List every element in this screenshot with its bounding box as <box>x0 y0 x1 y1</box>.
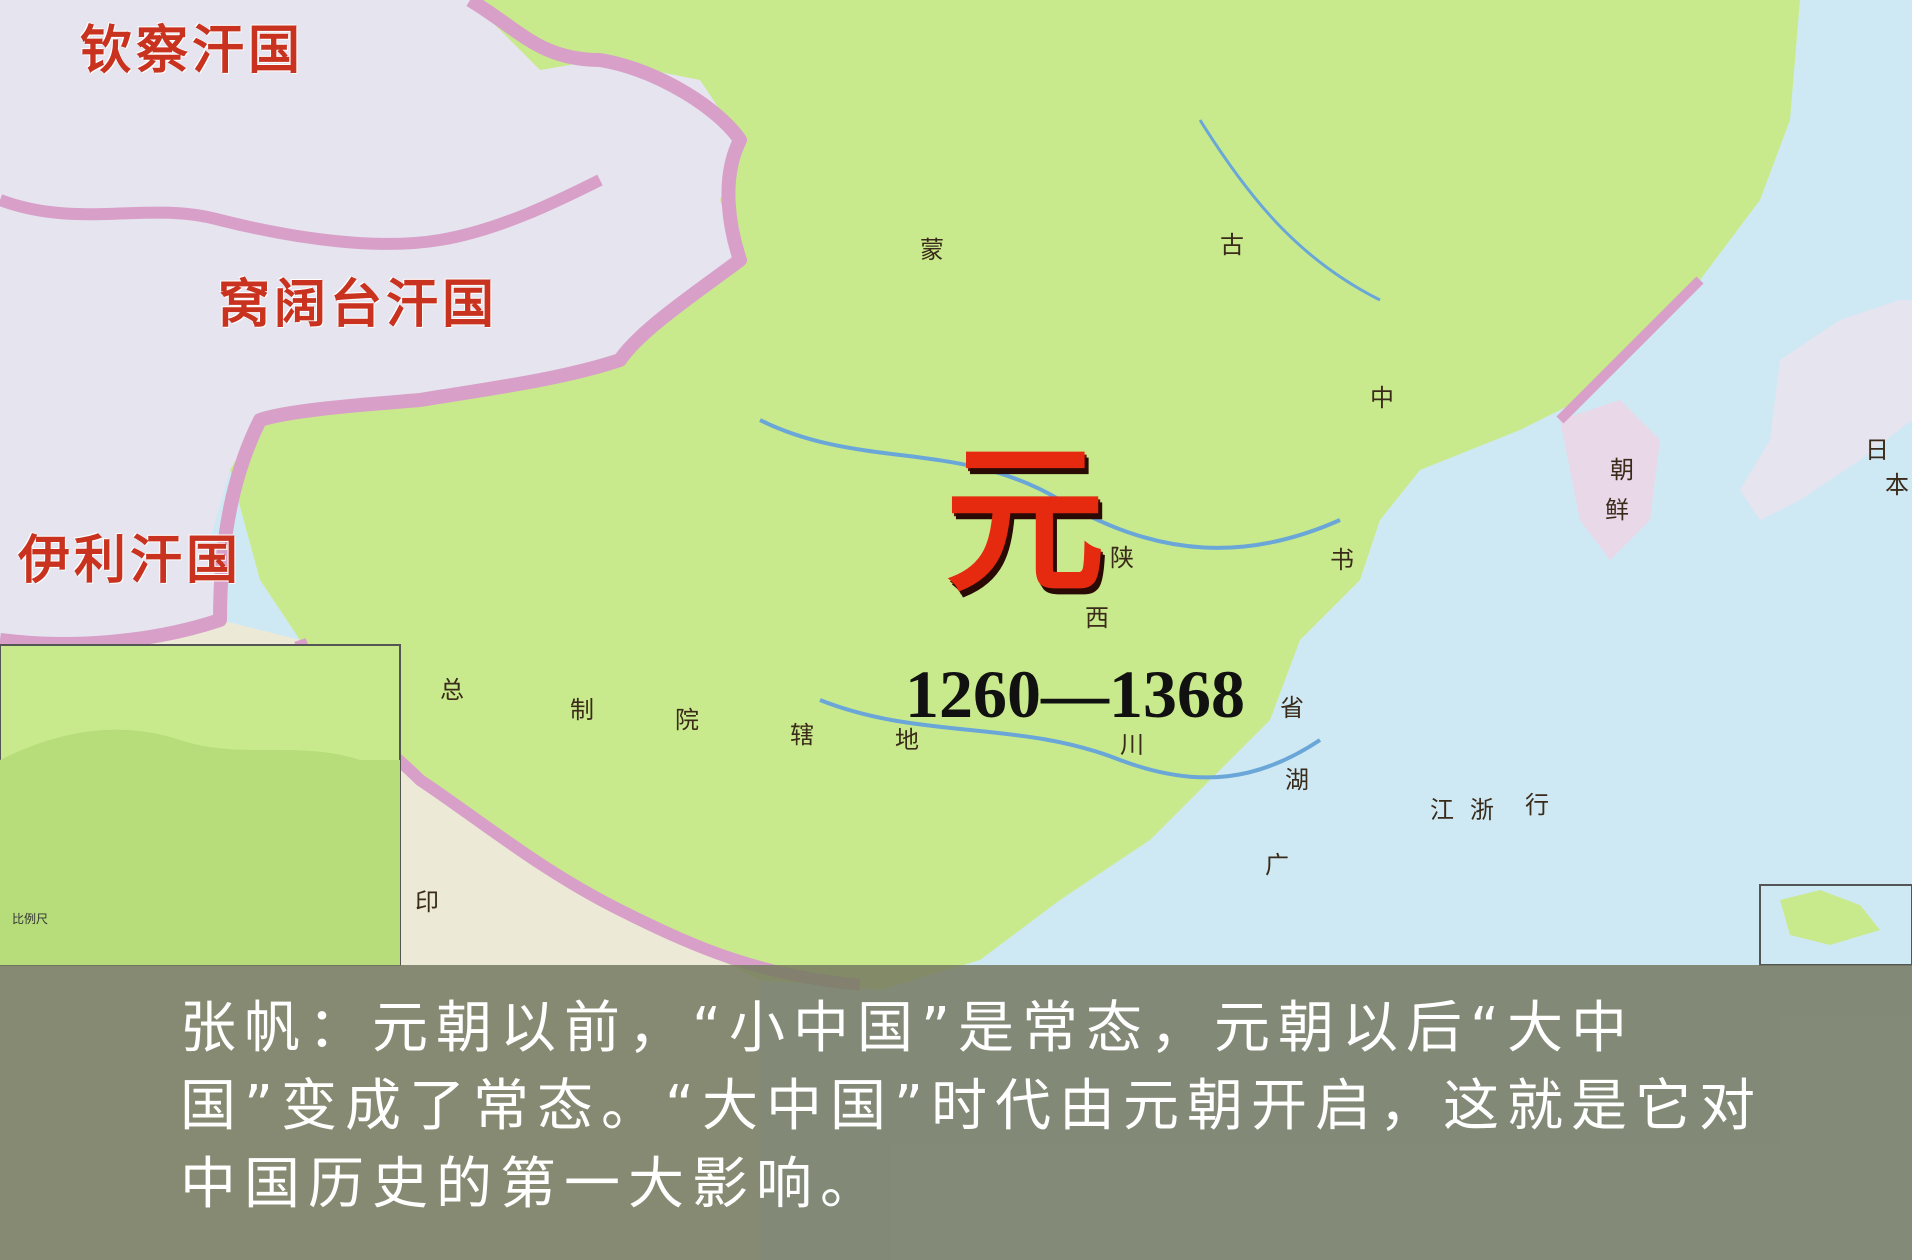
ilkhanate-label: 伊利汗国 <box>18 530 243 591</box>
region-label-di: 地 <box>895 726 919 754</box>
region-label-xian: 鲜 <box>1605 496 1629 524</box>
region-label-chuan: 川 <box>1120 731 1144 759</box>
region-label-shu: 书 <box>1330 546 1354 574</box>
region-label-guang: 广 <box>1265 851 1289 879</box>
region-label-xia: 辖 <box>790 721 814 749</box>
region-label-ben: 本 <box>1885 471 1909 499</box>
region-label-xing: 行 <box>1525 791 1549 819</box>
dynasty-years: 1260—1368 <box>905 656 1245 732</box>
region-label-jiang: 江 <box>1430 796 1454 824</box>
region-label-chao: 朝 <box>1610 456 1634 484</box>
region-label-zhe: 浙 <box>1470 796 1494 824</box>
region-label-yuan: 院 <box>675 706 699 734</box>
region-label-shan: 陕 <box>1110 544 1134 572</box>
region-label-zong: 总 <box>440 676 464 704</box>
dynasty-title: 元 <box>945 426 1106 614</box>
region-label-sheng: 省 <box>1280 694 1304 722</box>
region-label-zhi: 制 <box>570 696 594 724</box>
region-label-xi: 西 <box>1085 604 1109 632</box>
region-label-meng: 蒙 <box>920 236 944 264</box>
subtitle-text: 张帆：元朝以前，“小中国”是常态，元朝以后“大中国”变成了常态。“大中国”时代由… <box>180 996 1764 1217</box>
subtitle-bar <box>0 965 1912 1260</box>
region-label-hu: 湖 <box>1285 766 1309 794</box>
ogedei-khanate-label: 窝阔台汗国 <box>218 274 499 335</box>
kipchak-khanate-label: 钦察汗国 <box>80 20 305 81</box>
inset-scale-note: 比例尺 <box>12 912 49 926</box>
region-label-yin: 印 <box>415 888 439 916</box>
region-label-gu: 古 <box>1220 231 1244 259</box>
region-label-ri: 日 <box>1865 436 1889 464</box>
region-label-zhong: 中 <box>1370 384 1394 412</box>
